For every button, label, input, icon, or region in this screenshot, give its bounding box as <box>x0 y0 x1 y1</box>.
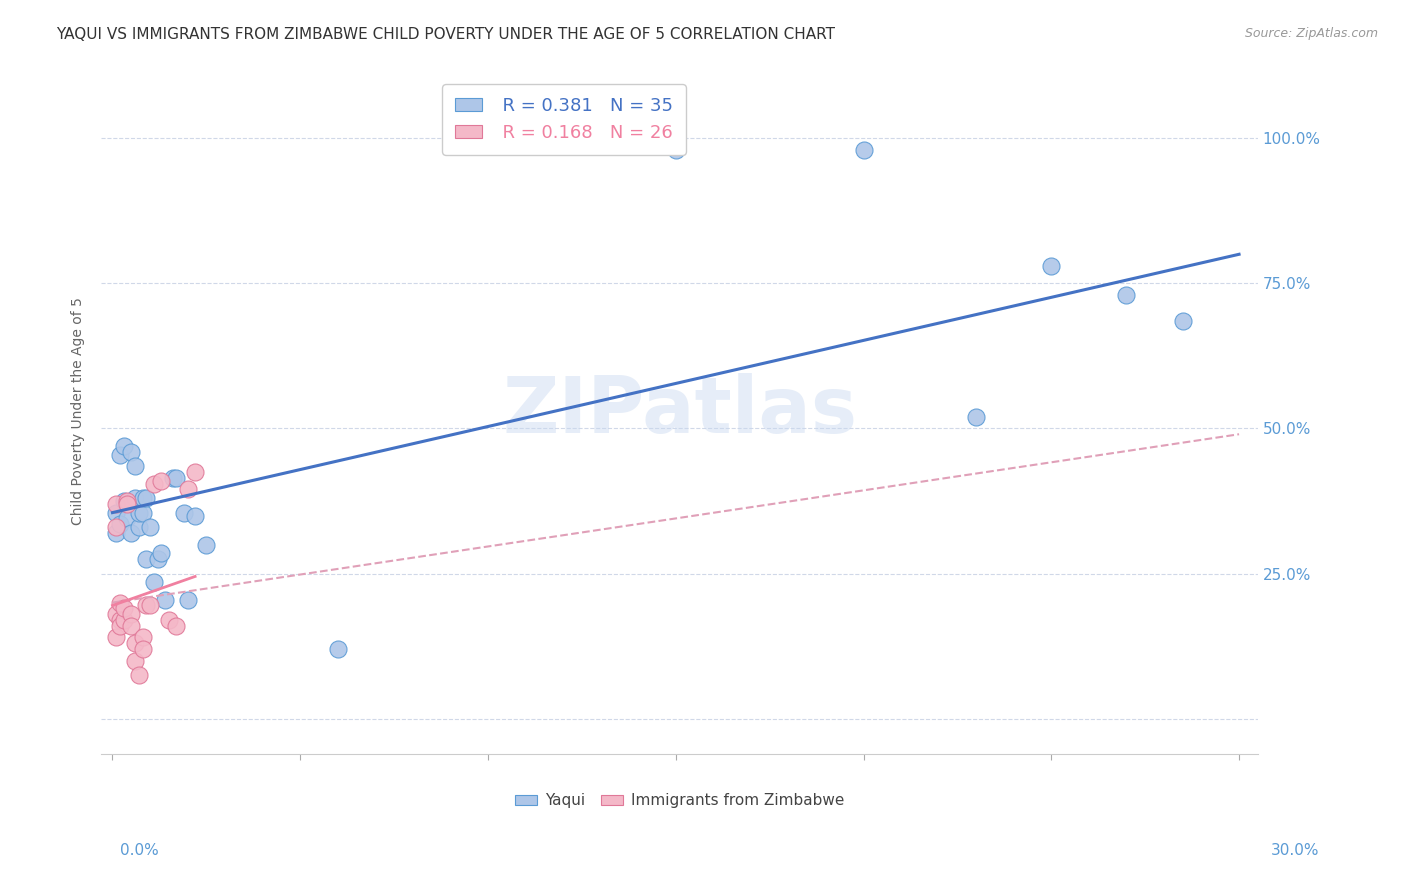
Point <box>195 537 218 551</box>
Point <box>120 444 142 458</box>
Point <box>128 520 150 534</box>
Point <box>124 459 146 474</box>
Point <box>131 631 153 645</box>
Point <box>852 143 875 157</box>
Point <box>120 607 142 622</box>
Point <box>162 471 184 485</box>
Point <box>153 592 176 607</box>
Point <box>117 511 139 525</box>
Point <box>165 619 187 633</box>
Point <box>135 491 157 505</box>
Point <box>1115 288 1137 302</box>
Point <box>120 525 142 540</box>
Text: YAQUI VS IMMIGRANTS FROM ZIMBABWE CHILD POVERTY UNDER THE AGE OF 5 CORRELATION C: YAQUI VS IMMIGRANTS FROM ZIMBABWE CHILD … <box>56 27 835 42</box>
Point <box>665 143 688 157</box>
Text: 30.0%: 30.0% <box>1271 843 1319 858</box>
Text: Source: ZipAtlas.com: Source: ZipAtlas.com <box>1244 27 1378 40</box>
Point <box>965 409 987 424</box>
Point <box>165 471 187 485</box>
Point <box>128 668 150 682</box>
Legend: Yaqui, Immigrants from Zimbabwe: Yaqui, Immigrants from Zimbabwe <box>509 787 851 814</box>
Point <box>108 596 131 610</box>
Point <box>124 654 146 668</box>
Point <box>139 599 162 613</box>
Point <box>131 506 153 520</box>
Point <box>184 508 207 523</box>
Point <box>142 575 165 590</box>
Point <box>139 520 162 534</box>
Point <box>176 592 198 607</box>
Point <box>105 525 128 540</box>
Point <box>117 494 139 508</box>
Text: ZIPatlas: ZIPatlas <box>502 373 858 449</box>
Point <box>112 439 135 453</box>
Point <box>150 474 173 488</box>
Point <box>108 448 131 462</box>
Point <box>105 607 128 622</box>
Point <box>176 483 198 497</box>
Point <box>108 517 131 532</box>
Point <box>146 552 169 566</box>
Point <box>131 642 153 657</box>
Y-axis label: Child Poverty Under the Age of 5: Child Poverty Under the Age of 5 <box>72 297 86 525</box>
Point <box>173 506 195 520</box>
Point <box>142 476 165 491</box>
Point <box>105 497 128 511</box>
Point <box>120 619 142 633</box>
Point <box>124 636 146 650</box>
Point <box>1040 259 1063 273</box>
Point <box>112 494 135 508</box>
Point <box>1171 314 1194 328</box>
Point <box>326 642 349 657</box>
Text: 0.0%: 0.0% <box>120 843 159 858</box>
Point <box>108 619 131 633</box>
Point <box>105 631 128 645</box>
Point <box>105 520 128 534</box>
Point <box>157 613 180 627</box>
Point <box>108 613 131 627</box>
Point <box>184 465 207 479</box>
Point <box>131 491 153 505</box>
Point <box>117 497 139 511</box>
Point <box>112 601 135 615</box>
Point <box>135 552 157 566</box>
Point <box>124 491 146 505</box>
Point <box>105 506 128 520</box>
Point <box>112 613 135 627</box>
Point <box>135 599 157 613</box>
Point <box>150 546 173 560</box>
Point <box>128 506 150 520</box>
